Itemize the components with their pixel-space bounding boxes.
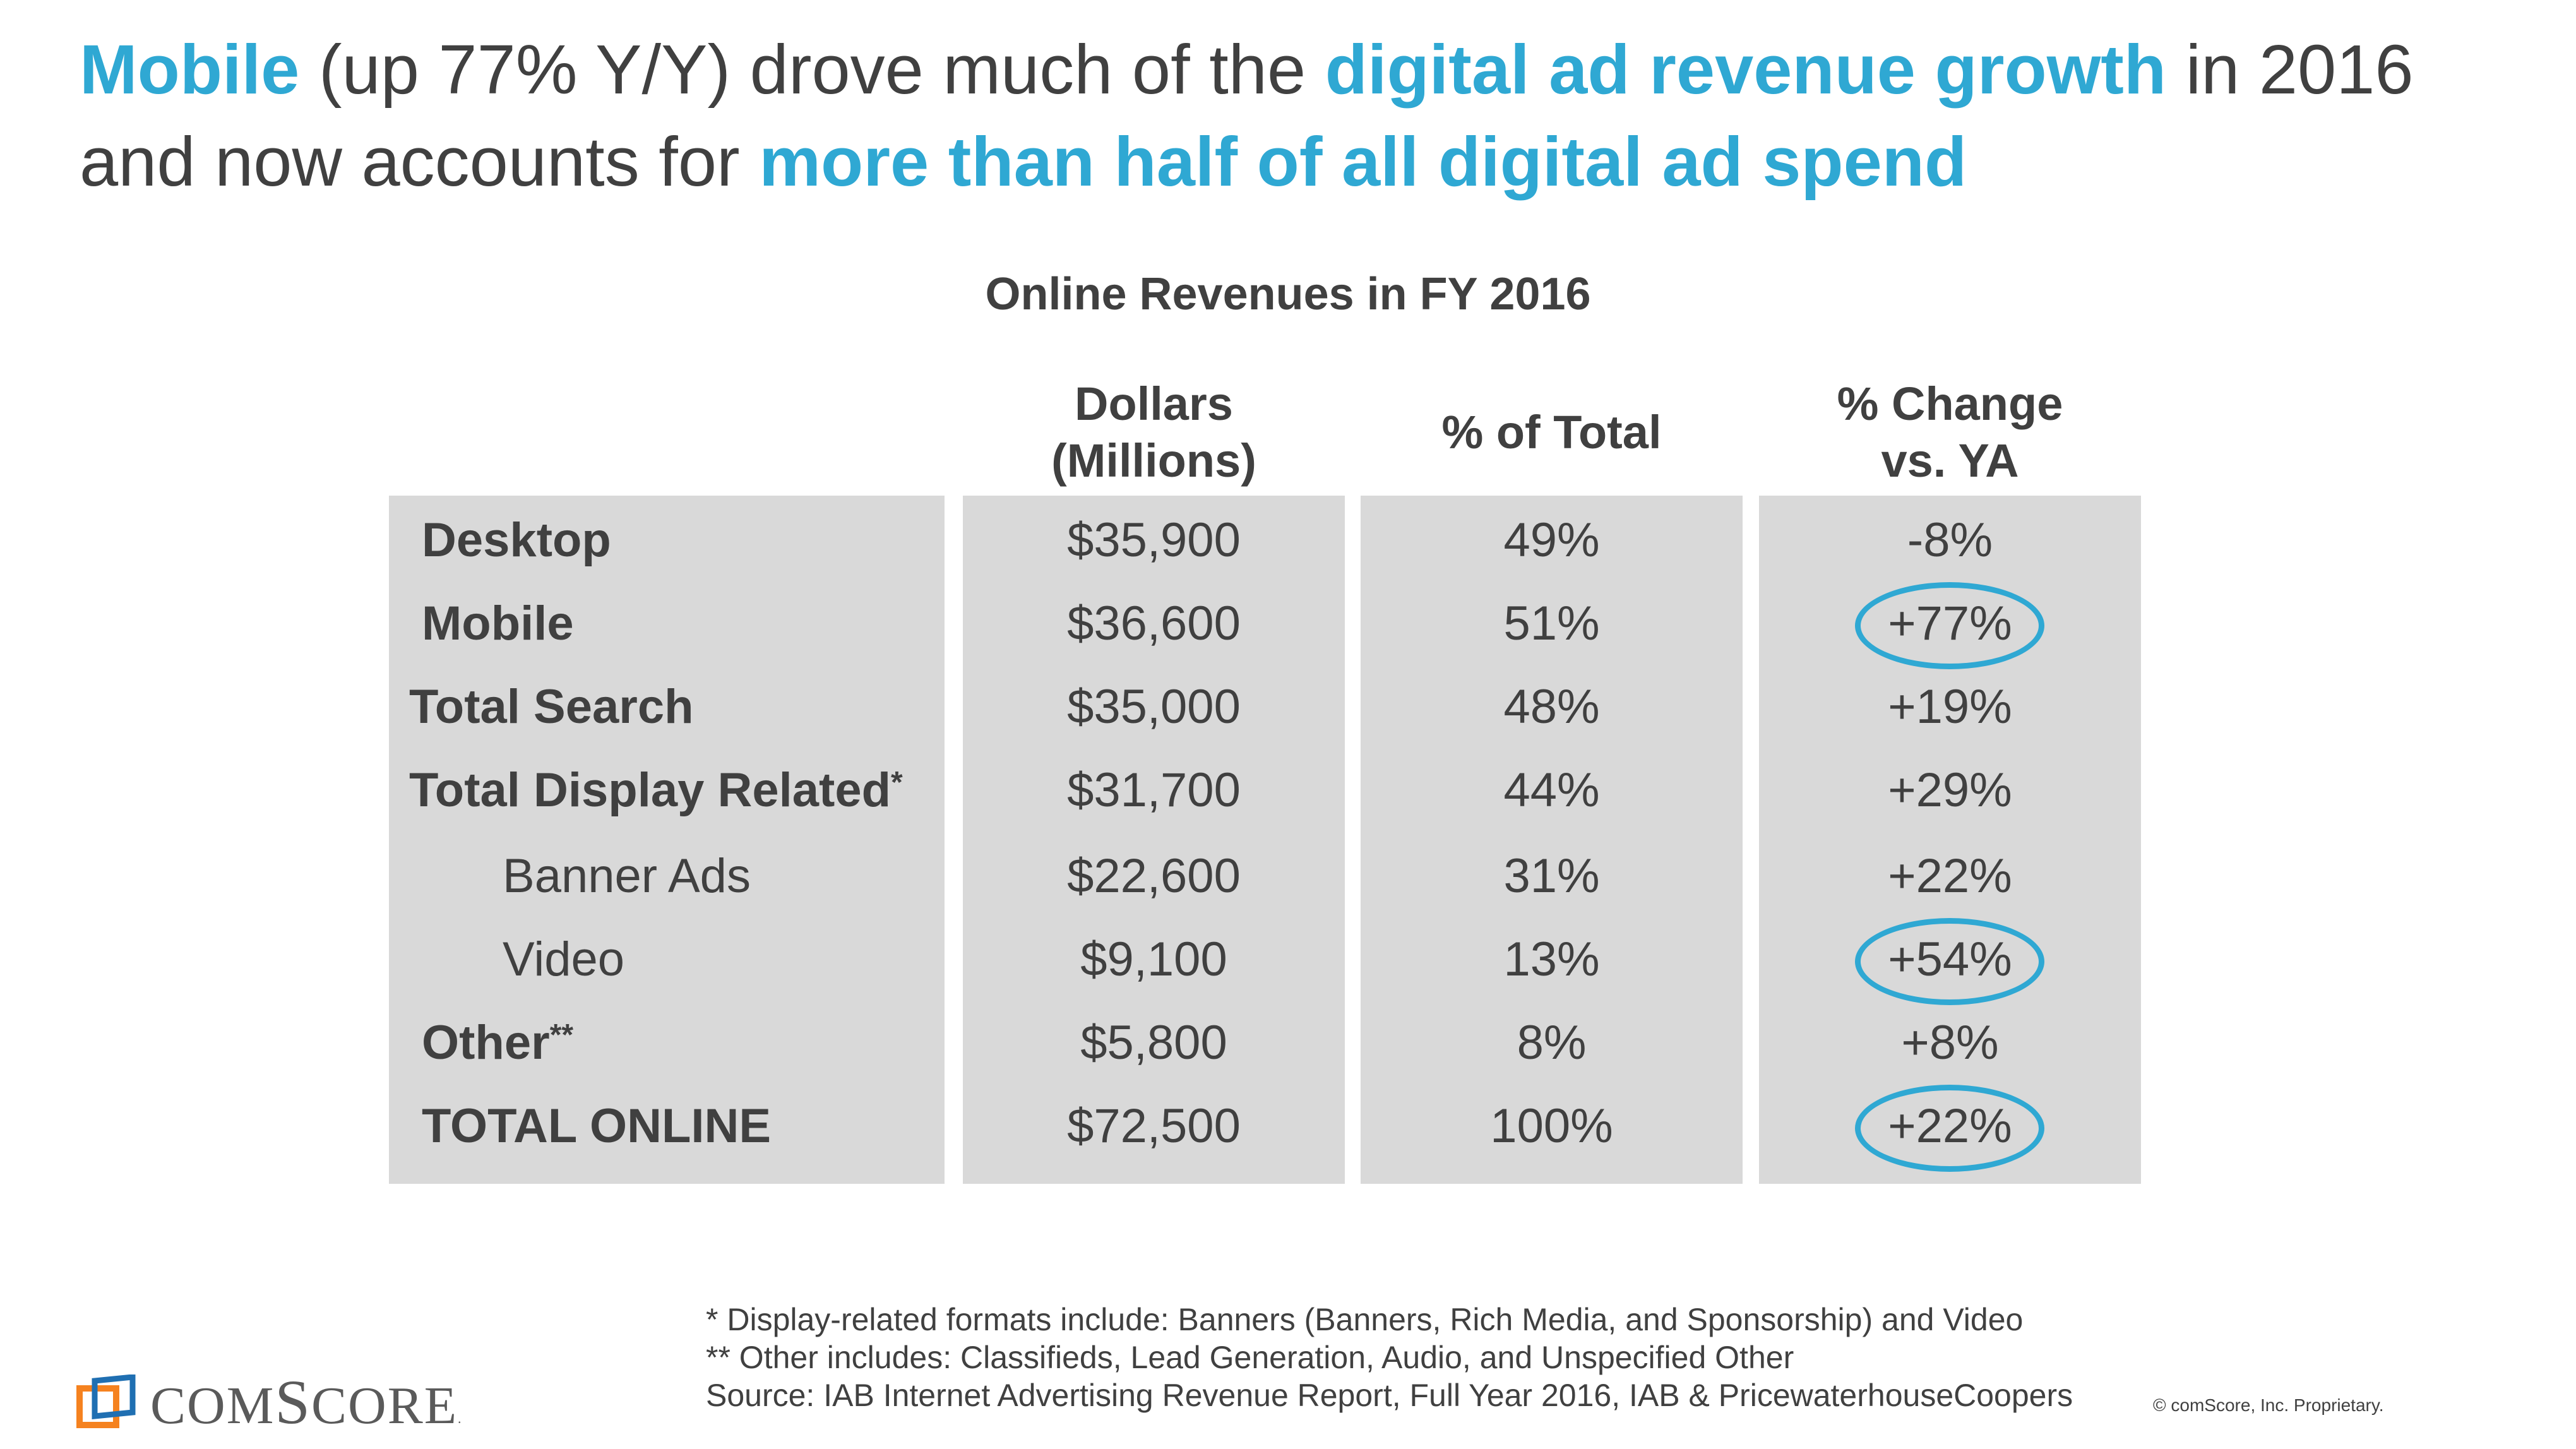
dollars-column: $35,900 $36,600 $35,000 $31,700 $22,600 … <box>963 496 1345 1184</box>
row-label-total-display: Total Display Related* <box>409 763 903 817</box>
cell-pct-total-search: 48% <box>1503 680 1600 734</box>
headline-highlight-half: more than half of all digital ad spend <box>759 123 1967 201</box>
headline-highlight-mobile: Mobile <box>80 31 300 109</box>
headline: Mobile (up 77% Y/Y) drove much of the di… <box>80 24 2517 208</box>
row-label-total-online: TOTAL ONLINE <box>422 1099 772 1153</box>
row-label-banner-ads: Banner Ads <box>503 849 751 903</box>
header-pct-total: % of Total <box>1361 369 1743 496</box>
copyright: © comScore, Inc. Proprietary. <box>2153 1395 2384 1415</box>
cell-pct-other: 8% <box>1517 1016 1587 1070</box>
comscore-logo-text: COMSCORE. <box>150 1366 463 1437</box>
pct-total-column: 49% 51% 48% 44% 31% 13% 8% 100% <box>1361 496 1743 1184</box>
cell-pct-banner-ads: 31% <box>1503 849 1600 903</box>
cell-dollars-other: $5,800 <box>1080 1016 1227 1070</box>
header-pct-change: % Change vs. YA <box>1759 369 2141 496</box>
cell-dollars-desktop: $35,900 <box>1067 513 1241 567</box>
footnote-marker-double: ** <box>549 1018 574 1052</box>
cell-dollars-mobile: $36,600 <box>1067 597 1241 650</box>
header-change-line2: vs. YA <box>1881 434 2019 487</box>
cell-change-desktop: -8% <box>1907 513 1993 567</box>
label-column: Desktop Mobile Total Search Total Displa… <box>389 496 945 1184</box>
footnotes: * Display-related formats include: Banne… <box>706 1301 2073 1414</box>
cell-pct-total-display: 44% <box>1503 763 1600 817</box>
cell-change-other: +8% <box>1901 1016 1999 1070</box>
cell-dollars-total-search: $35,000 <box>1067 680 1241 734</box>
footnote-marker-single: * <box>891 766 903 799</box>
headline-highlight-growth: digital ad revenue growth <box>1325 31 2167 109</box>
cell-pct-desktop: 49% <box>1503 513 1600 567</box>
source-note: Source: IAB Internet Advertising Revenue… <box>706 1378 2073 1413</box>
cell-pct-mobile: 51% <box>1503 597 1600 650</box>
comscore-logo: COMSCORE. <box>76 1367 463 1437</box>
row-label-mobile: Mobile <box>422 597 574 650</box>
cell-dollars-banner-ads: $22,600 <box>1067 849 1241 903</box>
highlight-circle-video <box>1855 918 2044 1005</box>
cell-change-total-display: +29% <box>1888 763 2012 817</box>
cell-change-banner-ads: +22% <box>1888 849 2012 903</box>
cell-dollars-total-online: $72,500 <box>1067 1099 1241 1153</box>
row-label-desktop: Desktop <box>422 513 611 567</box>
cell-pct-total-online: 100% <box>1490 1099 1613 1153</box>
header-change-line1: % Change <box>1837 378 2063 430</box>
pct-change-column: -8% +77% +19% +29% +22% +54% +8% +22% <box>1759 496 2141 1184</box>
row-label-total-search: Total Search <box>409 680 694 734</box>
cell-change-total-search: +19% <box>1888 680 2012 734</box>
highlight-circle-mobile <box>1855 582 2044 669</box>
headline-text-1: (up 77% Y/Y) drove much of the <box>299 31 1325 109</box>
header-pct-total-label: % of Total <box>1441 406 1662 458</box>
headline-text-2: in 2016 and now accounts for <box>80 31 2414 201</box>
header-dollars-line2: (Millions) <box>1051 434 1256 487</box>
table-title: Online Revenues in FY 2016 <box>985 269 1591 319</box>
row-label-other: Other** <box>422 1016 574 1070</box>
cell-dollars-video: $9,100 <box>1080 933 1227 986</box>
footnote-other: ** Other includes: Classifieds, Lead Gen… <box>706 1340 1794 1375</box>
highlight-circle-total-online <box>1855 1085 2044 1172</box>
cell-pct-video: 13% <box>1503 933 1600 986</box>
row-label-video: Video <box>503 933 625 986</box>
cell-dollars-total-display: $31,700 <box>1067 763 1241 817</box>
comscore-logo-icon <box>76 1374 136 1428</box>
footnote-display: * Display-related formats include: Banne… <box>706 1302 2024 1337</box>
header-dollars-line1: Dollars <box>1075 378 1233 430</box>
header-dollars: Dollars (Millions) <box>963 369 1345 496</box>
